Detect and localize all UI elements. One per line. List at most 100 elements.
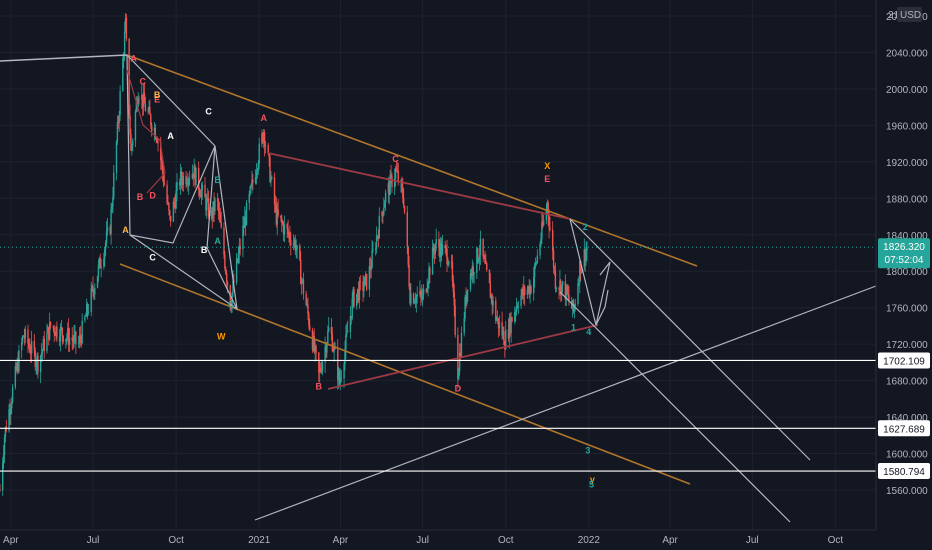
channel-lower-gray[interactable] <box>559 291 791 523</box>
candle-body <box>369 266 371 271</box>
candle-body <box>325 346 327 353</box>
wave-label: X <box>544 161 550 171</box>
candle-body <box>197 167 200 191</box>
candle-body <box>99 257 101 269</box>
candle-body <box>560 280 562 296</box>
abcde-red-pattern[interactable] <box>126 69 166 194</box>
candle-body <box>252 179 254 183</box>
candle-body <box>212 201 214 219</box>
level-price-label: 1627.689 <box>883 424 925 435</box>
candle-body <box>307 304 309 315</box>
channel-upper-gray[interactable] <box>569 218 811 461</box>
candle-body <box>301 279 304 281</box>
candle-body <box>72 340 74 342</box>
candle-body <box>132 140 134 146</box>
candle-body <box>77 343 80 344</box>
candle-body <box>27 329 29 344</box>
candle-body <box>160 142 162 161</box>
candle-body <box>425 289 427 292</box>
drawings[interactable] <box>0 54 877 523</box>
time-tick-label: Oct <box>498 535 514 546</box>
candle-body <box>448 261 450 265</box>
abc-pattern-gray[interactable] <box>129 145 238 310</box>
time-axis[interactable]: Apr Jul Oct 2021 Apr Jul Oct 2022 Apr Jul Oct <box>3 535 843 546</box>
candle-body <box>438 239 440 248</box>
candle-body <box>340 378 343 380</box>
candle-body <box>332 350 334 352</box>
candle-body <box>371 250 373 268</box>
candle-body <box>484 258 486 264</box>
candle-body <box>441 244 444 255</box>
wave-12-pattern[interactable] <box>569 218 611 326</box>
candle-body <box>450 261 453 263</box>
candle-body <box>48 321 51 340</box>
candle-body <box>375 236 378 249</box>
candle-body <box>283 224 286 235</box>
candle-body <box>478 255 481 261</box>
channel-lower-orange[interactable] <box>119 263 691 485</box>
wave-34-pattern[interactable] <box>595 289 609 326</box>
candle-body <box>273 177 276 204</box>
candle-body <box>363 286 365 292</box>
candle-body <box>394 168 397 179</box>
candle-body <box>387 182 390 193</box>
candle-body <box>458 352 461 372</box>
candle-body <box>223 227 225 255</box>
candle-body <box>30 352 32 354</box>
candle-body <box>419 290 421 295</box>
candle-body <box>429 267 431 275</box>
candle-body <box>188 178 191 180</box>
candle-body <box>230 306 232 310</box>
candle-body <box>16 361 18 371</box>
candle-body <box>138 98 140 100</box>
candle-body <box>21 336 24 343</box>
candle-body <box>185 175 187 185</box>
candle-body <box>318 352 320 373</box>
trendline-top-gray[interactable] <box>0 54 128 62</box>
candle-body <box>277 209 279 216</box>
candle-body <box>73 335 75 342</box>
candle-body <box>447 264 449 265</box>
candle-body <box>33 341 36 351</box>
candle-body <box>210 210 213 217</box>
price-axis[interactable]: 2080.0002040.0002000.0001960.0001920.000… <box>886 12 928 497</box>
candle-body <box>403 205 406 213</box>
candle-body <box>238 245 241 254</box>
triangle-upper-red[interactable] <box>267 152 571 220</box>
candle-body <box>195 167 197 186</box>
candle-body <box>330 327 333 334</box>
candle-body <box>467 289 469 291</box>
candle-body <box>198 190 201 195</box>
candle-body <box>344 349 346 365</box>
candle-body <box>20 342 23 351</box>
candle-body <box>302 279 305 294</box>
candle-body <box>570 301 573 309</box>
time-tick-label: Oct <box>828 535 844 546</box>
wave-label: C <box>228 300 235 310</box>
currency-badge[interactable] <box>897 7 922 22</box>
candle-body <box>378 216 380 239</box>
candle-body <box>226 281 229 286</box>
candle-body <box>218 211 221 215</box>
candle-body <box>296 245 298 250</box>
grid <box>0 0 876 530</box>
candle-body <box>137 98 139 107</box>
candle-body <box>315 345 317 353</box>
wave-label: B <box>214 175 221 185</box>
candle-body <box>526 289 529 295</box>
candle-body <box>46 333 48 352</box>
price-tick-label: 1960.000 <box>886 121 928 132</box>
candle-body <box>357 288 360 301</box>
candle-body <box>100 266 102 269</box>
candle-body <box>514 312 516 322</box>
triangle-lower-red[interactable] <box>327 324 599 390</box>
candle-body <box>268 153 270 158</box>
candle-body <box>41 349 44 353</box>
wave-label: D <box>455 384 462 394</box>
candle-body <box>435 239 437 245</box>
channel-upper-orange[interactable] <box>126 54 698 267</box>
long-rising-gray[interactable] <box>254 285 877 521</box>
wave-label: D <box>149 190 156 200</box>
candle-body <box>533 264 536 277</box>
